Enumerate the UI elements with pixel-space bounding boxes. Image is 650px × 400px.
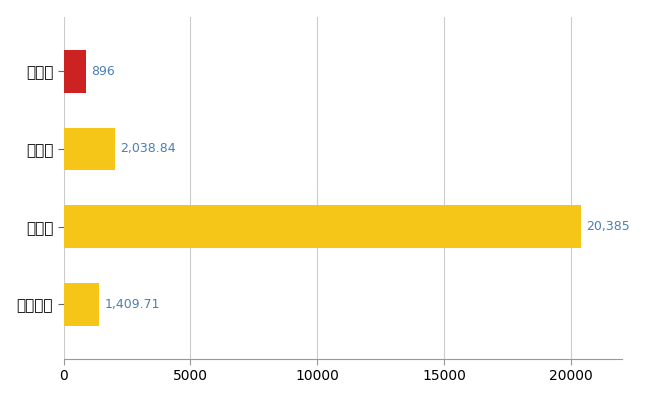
Bar	[64, 283, 99, 326]
Text: 1,409.71: 1,409.71	[105, 298, 160, 311]
Bar	[64, 50, 86, 92]
Bar	[64, 205, 581, 248]
Text: 896: 896	[92, 65, 115, 78]
Text: 2,038.84: 2,038.84	[120, 142, 176, 155]
Text: 20,385: 20,385	[586, 220, 630, 233]
Bar	[64, 128, 115, 170]
